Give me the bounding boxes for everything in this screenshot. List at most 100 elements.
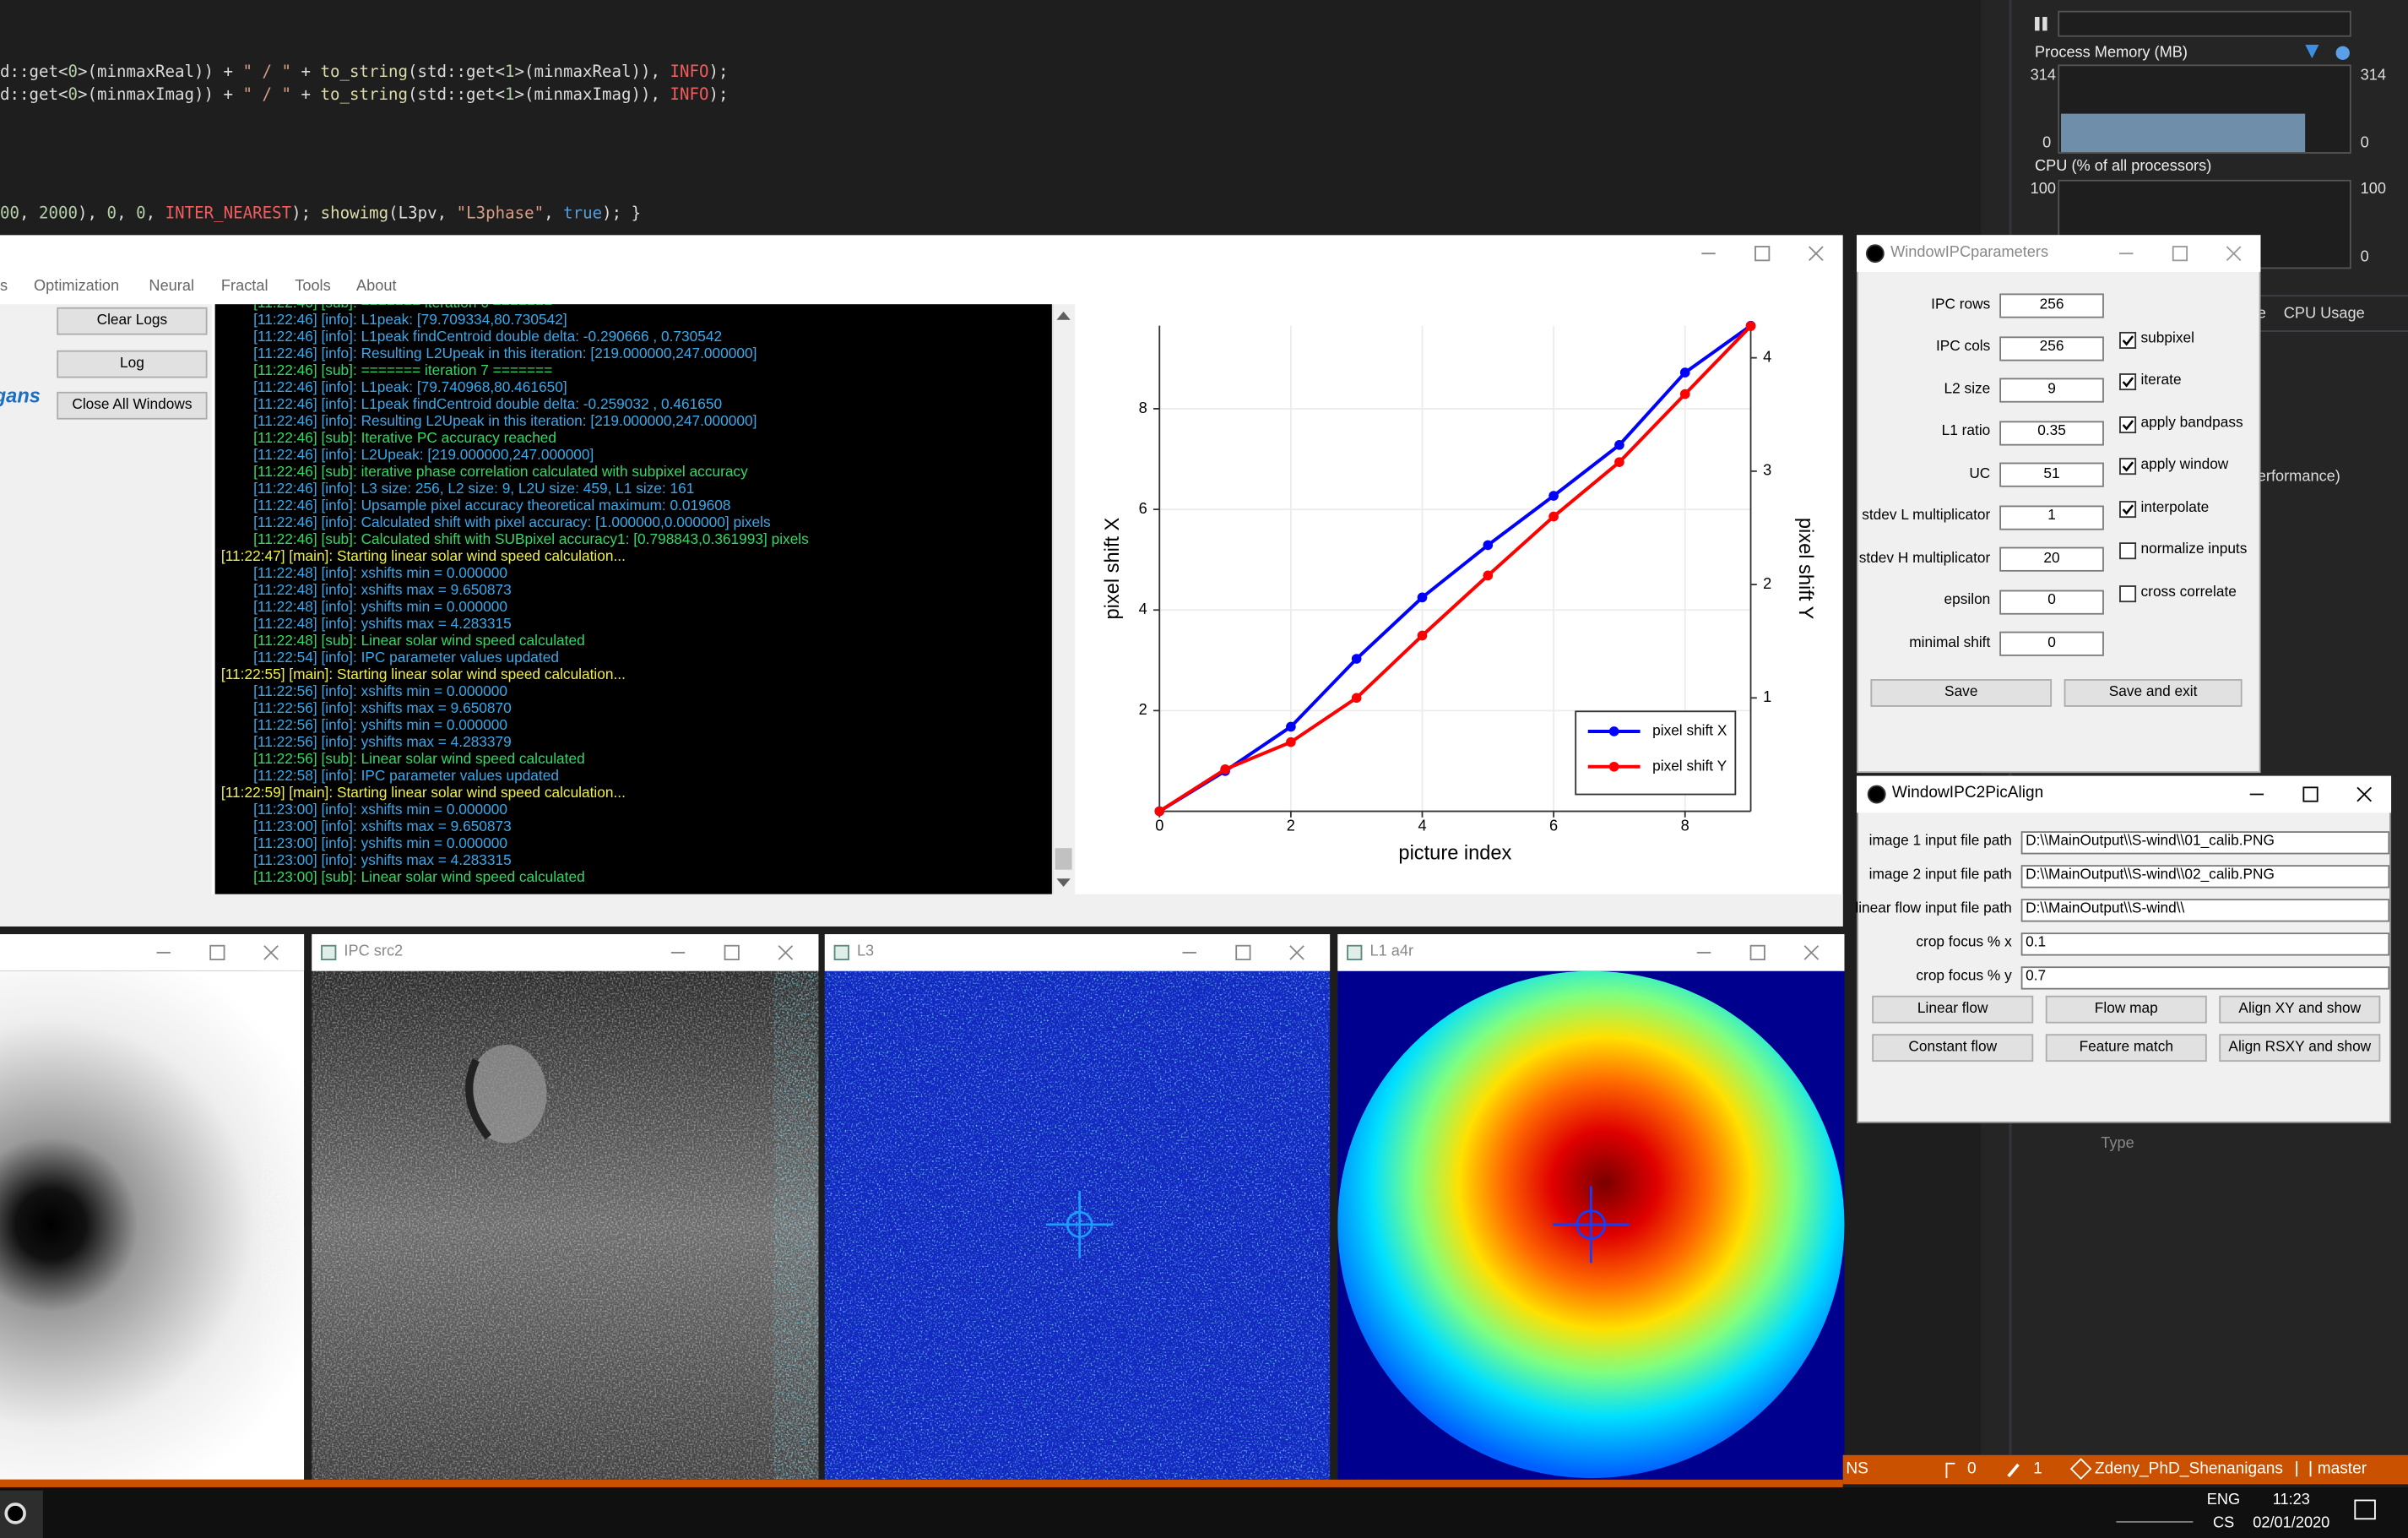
checkbox-label[interactable]: subpixel (2140, 329, 2194, 347)
window-controls[interactable] (2110, 244, 2248, 263)
button[interactable] (1872, 995, 2034, 1024)
input-value[interactable]: D:\\MainOutput\\S-wind\\ (2026, 899, 2185, 917)
checkbox[interactable] (2119, 542, 2137, 560)
input[interactable] (1999, 420, 2104, 445)
close[interactable] (1809, 246, 1824, 261)
input[interactable] (1999, 378, 2104, 403)
input-value[interactable]: 0 (2047, 633, 2056, 651)
menu-item[interactable]: Tools (295, 277, 331, 295)
maximize[interactable] (2172, 246, 2188, 262)
input-value[interactable]: 256 (2039, 296, 2064, 313)
maximize[interactable] (209, 944, 225, 960)
scrollbar[interactable] (1051, 304, 1076, 894)
button-label[interactable]: Log (119, 354, 144, 372)
button[interactable] (2219, 1034, 2381, 1062)
input-value[interactable]: 9 (2047, 380, 2056, 398)
checkbox[interactable] (2119, 373, 2137, 391)
button[interactable] (2045, 995, 2207, 1024)
input-value[interactable]: 256 (2039, 338, 2064, 356)
input-value[interactable]: 20 (2043, 549, 2060, 567)
checkbox[interactable] (2119, 458, 2137, 476)
button[interactable] (1872, 1034, 2034, 1062)
window-controls[interactable] (662, 943, 800, 962)
button[interactable] (57, 307, 208, 335)
input[interactable] (1999, 631, 2104, 656)
input[interactable] (2020, 830, 2390, 854)
input[interactable] (1999, 546, 2104, 572)
status-item[interactable]: 0 (1967, 1459, 1977, 1479)
checkbox-label[interactable]: normalize inputs (2140, 541, 2248, 558)
close[interactable] (263, 945, 279, 960)
input[interactable] (2020, 864, 2390, 888)
input-value[interactable]: 51 (2043, 465, 2060, 482)
button-label[interactable]: Close All Windows (72, 395, 193, 413)
input-value[interactable]: 0.1 (2026, 933, 2047, 951)
scroll-arrow-up[interactable] (1056, 311, 1071, 320)
maximize[interactable] (724, 944, 740, 960)
checkbox-label[interactable]: cross correlate (2140, 583, 2237, 601)
button-label[interactable]: Align XY and show (2238, 999, 2362, 1017)
close[interactable] (2226, 246, 2242, 261)
input-value[interactable]: D:\\MainOutput\\S-wind\\02_calib.PNG (2026, 866, 2275, 883)
checkbox-label[interactable]: iterate (2140, 372, 2182, 389)
checkbox-label[interactable]: apply window (2140, 456, 2229, 474)
input[interactable] (1999, 504, 2104, 530)
status-icon[interactable] (2296, 1461, 2312, 1477)
close[interactable] (778, 945, 794, 960)
button[interactable] (2045, 1034, 2207, 1062)
window-controls[interactable] (1174, 943, 1312, 962)
input[interactable] (2020, 932, 2390, 955)
checkbox-label[interactable]: interpolate (2140, 498, 2210, 516)
button[interactable] (2064, 679, 2243, 707)
button-label[interactable]: Linear flow (1917, 999, 1988, 1017)
button-label[interactable]: Constant flow (1908, 1038, 1998, 1056)
button-label[interactable]: Clear Logs (96, 311, 168, 329)
button[interactable] (57, 391, 208, 420)
window-controls[interactable] (1688, 943, 1826, 962)
close[interactable] (1289, 945, 1304, 960)
status-item[interactable]: Zdeny_PhD_Shenanigans (2094, 1459, 2283, 1479)
button-label[interactable]: Save (1944, 683, 1978, 701)
input[interactable] (1999, 589, 2104, 614)
menu-item[interactable]: Fractal (220, 277, 268, 295)
maximize[interactable] (1749, 944, 1765, 960)
input[interactable] (1999, 293, 2104, 318)
input-value[interactable]: 0.7 (2026, 967, 2047, 985)
checkbox[interactable] (2119, 416, 2137, 433)
status-icon[interactable] (1945, 1462, 1955, 1479)
menu-item[interactable]: Neural (149, 277, 195, 295)
tray-icons[interactable] (2116, 1504, 2194, 1523)
window-controls[interactable] (1692, 244, 1830, 263)
button-label[interactable]: Align RSXY and show (2228, 1038, 2372, 1056)
notification-icon[interactable] (2354, 1499, 2376, 1520)
window-controls[interactable] (2241, 785, 2379, 804)
maximize[interactable] (1754, 246, 1771, 262)
maximize[interactable] (2302, 786, 2319, 802)
input[interactable] (2020, 965, 2390, 989)
input-value[interactable]: 0 (2047, 591, 2056, 609)
button-label[interactable]: Save and exit (2108, 683, 2198, 701)
app-icon[interactable] (4, 1503, 26, 1524)
input[interactable] (2020, 898, 2390, 921)
input-value[interactable]: 0.35 (2037, 422, 2066, 440)
input[interactable] (1999, 462, 2104, 487)
window-controls[interactable] (148, 943, 286, 962)
status-item[interactable]: 1 (2033, 1459, 2042, 1479)
scroll-arrow-down[interactable] (1056, 878, 1071, 888)
maximize[interactable] (1235, 944, 1251, 960)
input-value[interactable]: D:\\MainOutput\\S-wind\\01_calib.PNG (2026, 832, 2275, 850)
checkbox[interactable] (2119, 331, 2137, 349)
button-label[interactable]: Flow map (2094, 999, 2158, 1017)
menu-item[interactable]: About (355, 277, 397, 295)
button[interactable] (2219, 995, 2381, 1024)
input[interactable] (1999, 335, 2104, 361)
button[interactable] (1870, 679, 2053, 707)
scroll-thumb[interactable] (1055, 848, 1072, 870)
menu-item[interactable]: Optimization (34, 277, 120, 295)
checkbox-label[interactable]: apply bandpass (2140, 414, 2243, 432)
menu-item[interactable]: s (0, 277, 8, 295)
close[interactable] (1803, 945, 1820, 960)
status-item[interactable]: master (2317, 1459, 2367, 1479)
checkbox[interactable] (2119, 500, 2137, 518)
button[interactable] (57, 350, 208, 378)
